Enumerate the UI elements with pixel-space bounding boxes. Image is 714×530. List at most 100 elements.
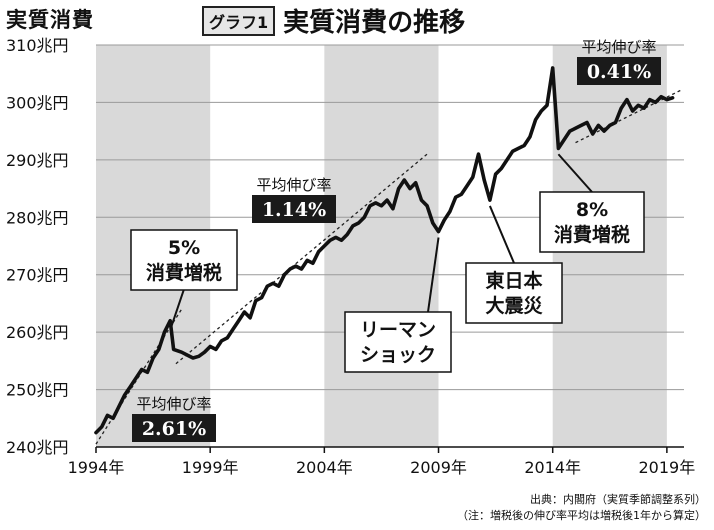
data-point — [626, 98, 628, 101]
data-point — [397, 187, 400, 190]
source-note: 出典：内閣府（実質季節調整系列） — [530, 493, 706, 506]
data-point — [203, 351, 206, 354]
data-point — [340, 239, 343, 242]
data-point — [386, 199, 389, 201]
data-point — [409, 187, 411, 190]
data-point — [563, 138, 566, 141]
data-point — [277, 285, 280, 288]
data-point — [289, 268, 291, 270]
event-callout-text: 東日本 — [485, 269, 542, 292]
graph-number-badge: グラフ1 — [202, 5, 276, 36]
x-tick-label: 2009年 — [410, 458, 467, 477]
data-point — [483, 179, 486, 181]
data-point — [249, 316, 252, 319]
growth-rate-value: 2.61% — [142, 418, 206, 440]
data-point — [266, 285, 269, 288]
data-point — [591, 133, 594, 135]
data-point — [197, 355, 200, 358]
event-callout-0: 5%消費増税 — [130, 229, 238, 327]
data-point — [300, 268, 303, 270]
data-point — [369, 204, 371, 207]
data-point — [346, 233, 349, 236]
data-point — [294, 265, 297, 267]
chart-header: グラフ1 実質消費の推移 — [202, 2, 465, 39]
data-point — [334, 236, 337, 239]
data-point — [172, 348, 175, 351]
trend-line-1 — [175, 153, 428, 365]
data-point — [643, 107, 645, 110]
data-point — [123, 394, 126, 397]
data-point — [214, 348, 217, 351]
event-pointer-line — [488, 205, 515, 264]
data-point — [414, 181, 417, 184]
data-point — [506, 158, 508, 161]
shaded-period-1 — [324, 45, 439, 447]
data-point — [192, 357, 194, 359]
growth-rate-value: 1.14% — [262, 199, 326, 221]
data-point — [283, 273, 286, 276]
y-tick-label: 250兆円 — [6, 381, 69, 400]
event-callout-text: 5% — [168, 237, 200, 259]
data-point — [603, 130, 605, 133]
data-point — [477, 153, 480, 156]
data-point — [169, 319, 172, 322]
x-tick-label: 2014年 — [524, 458, 581, 477]
data-point — [557, 147, 560, 150]
data-point — [586, 121, 588, 124]
y-tick-label: 260兆円 — [6, 323, 69, 342]
y-tick-label: 270兆円 — [6, 266, 69, 285]
data-point — [597, 124, 600, 127]
event-callout-text: ショック — [360, 344, 436, 366]
data-point — [351, 225, 354, 227]
y-tick-label: 310兆円 — [6, 36, 69, 55]
x-tick-label: 2019年 — [639, 458, 696, 477]
data-point — [654, 101, 657, 104]
data-point — [180, 351, 183, 354]
data-point — [260, 296, 263, 299]
data-point — [112, 417, 115, 420]
event-callout-text: 消費増税 — [554, 223, 630, 246]
data-point — [494, 173, 497, 176]
data-point — [237, 319, 240, 322]
data-point — [157, 348, 160, 351]
y-tick-label: 290兆円 — [6, 151, 69, 170]
event-callout-3: 8%消費増税 — [539, 153, 645, 253]
data-point — [489, 199, 491, 201]
data-point — [312, 262, 314, 265]
data-point — [226, 336, 229, 339]
data-point — [665, 98, 668, 101]
x-tick-label: 1994年 — [68, 458, 125, 477]
growth-rate-value: 0.41% — [587, 61, 651, 83]
y-unit-label: 実質消費 — [6, 8, 94, 32]
data-point — [608, 124, 611, 127]
data-point — [220, 339, 223, 342]
data-point — [517, 147, 520, 150]
data-point — [140, 368, 143, 371]
data-point — [374, 202, 377, 204]
data-point — [574, 127, 577, 130]
data-point — [471, 176, 474, 178]
growth-rate-value-box — [577, 57, 661, 85]
data-point — [403, 179, 406, 181]
data-point — [631, 110, 634, 112]
data-point — [152, 357, 154, 359]
data-point — [449, 210, 451, 213]
data-point — [437, 230, 440, 233]
data-point — [540, 110, 543, 112]
data-point — [551, 67, 554, 69]
data-point — [329, 239, 331, 242]
event-callout-box — [130, 229, 238, 291]
growth-rate-value-box — [132, 414, 216, 442]
data-point — [323, 245, 326, 247]
event-callout-text: リーマン — [360, 319, 436, 341]
growth-rate-callout-0: 平均伸び率 2.61% — [132, 395, 216, 442]
event-callout-text: 8% — [576, 199, 608, 221]
data-point — [243, 311, 246, 313]
data-point — [306, 259, 309, 262]
growth-rate-value-box — [252, 195, 336, 223]
chart-notes: 出典：内閣府（実質季節調整系列） （注：増税後の伸び率平均は増税後1年から算定） — [457, 492, 706, 524]
footnote: （注：増税後の伸び率平均は増税後1年から算定） — [457, 509, 706, 522]
event-pointer-line — [557, 153, 593, 193]
